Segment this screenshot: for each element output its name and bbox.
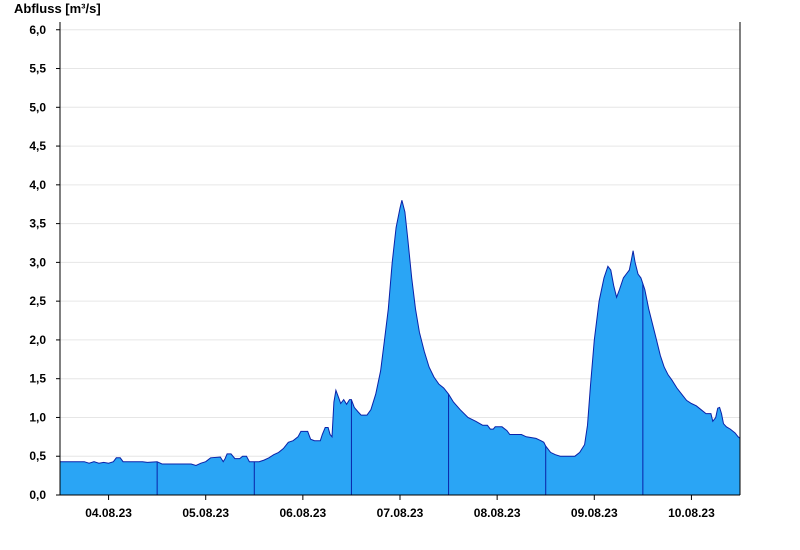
x-tick-labels: 04.08.23 05.08.23 06.08.23 07.08.23 08.08.23…	[85, 506, 715, 520]
axes	[56, 22, 741, 500]
y-tick-label: 3,5	[29, 217, 46, 231]
x-tick-label: 09.08.23	[571, 506, 618, 520]
x-tick-label: 07.08.23	[377, 506, 424, 520]
x-tick-label: 10.08.23	[668, 506, 715, 520]
y-tick-label: 0,0	[29, 488, 46, 502]
discharge-area	[60, 200, 740, 496]
y-tick-label: 0,5	[29, 449, 46, 463]
y-tick-label: 3,0	[29, 255, 46, 269]
x-tick-label: 05.08.23	[182, 506, 229, 520]
y-tick-label: 4,5	[29, 139, 46, 153]
x-tick-label: 08.08.23	[474, 506, 521, 520]
y-tick-label: 6,0	[29, 23, 46, 37]
y-tick-label: 1,5	[29, 372, 46, 386]
x-tick-label: 04.08.23	[85, 506, 132, 520]
y-tick-label: 2,5	[29, 294, 46, 308]
area-layer	[60, 200, 741, 496]
y-tick-label: 2,0	[29, 333, 46, 347]
y-tick-labels: 0,0 0,5 1,0 1,5 2,0 2,5 3,0 3,5 4,0 4,5 5,0 5,5 6,0	[29, 23, 46, 502]
y-tick-label: 4,0	[29, 178, 46, 192]
x-tick-label: 06.08.23	[279, 506, 326, 520]
y-axis-label: Abfluss [m³/s]	[14, 1, 101, 16]
discharge-line	[60, 200, 741, 467]
y-tick-label: 5,5	[29, 62, 46, 76]
y-tick-label: 1,0	[29, 410, 46, 424]
y-tick-label: 5,0	[29, 100, 46, 114]
day-separator-lines	[156, 283, 644, 495]
